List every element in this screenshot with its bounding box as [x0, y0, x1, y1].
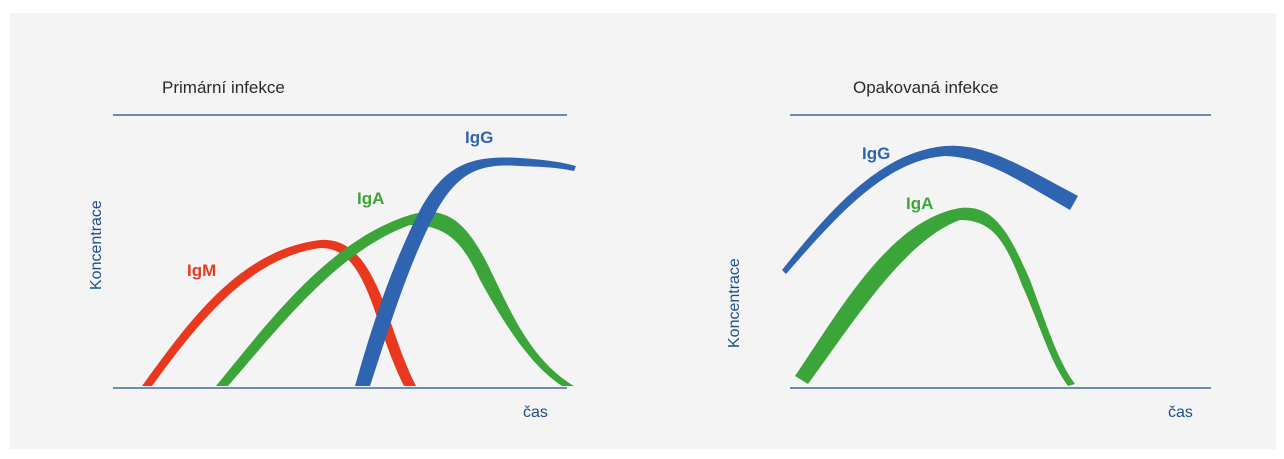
primary-iga-label: IgA [357, 189, 384, 208]
repeat-igg-curve [782, 145, 1078, 274]
repeat-igg-label: IgG [862, 144, 890, 163]
primary-igg-label: IgG [465, 128, 493, 147]
repeat-title: Opakovaná infekce [853, 78, 999, 97]
repeat-infection-panel: Opakovaná infekce Koncentrace čas IgG Ig… [726, 78, 1211, 421]
repeat-iga-label: IgA [906, 194, 933, 213]
repeat-y-axis-label: Koncentrace [726, 258, 743, 348]
primary-infection-panel: Primární infekce Koncentrace čas IgM IgA… [88, 78, 576, 421]
primary-x-axis-label: čas [523, 404, 548, 421]
primary-y-axis-label: Koncentrace [88, 200, 105, 290]
repeat-iga-curve [795, 207, 1075, 386]
primary-iga-curve [216, 212, 574, 386]
primary-title: Primární infekce [162, 78, 285, 97]
primary-igm-label: IgM [187, 261, 216, 280]
repeat-x-axis-label: čas [1168, 404, 1193, 421]
primary-igg-curve [355, 157, 576, 386]
